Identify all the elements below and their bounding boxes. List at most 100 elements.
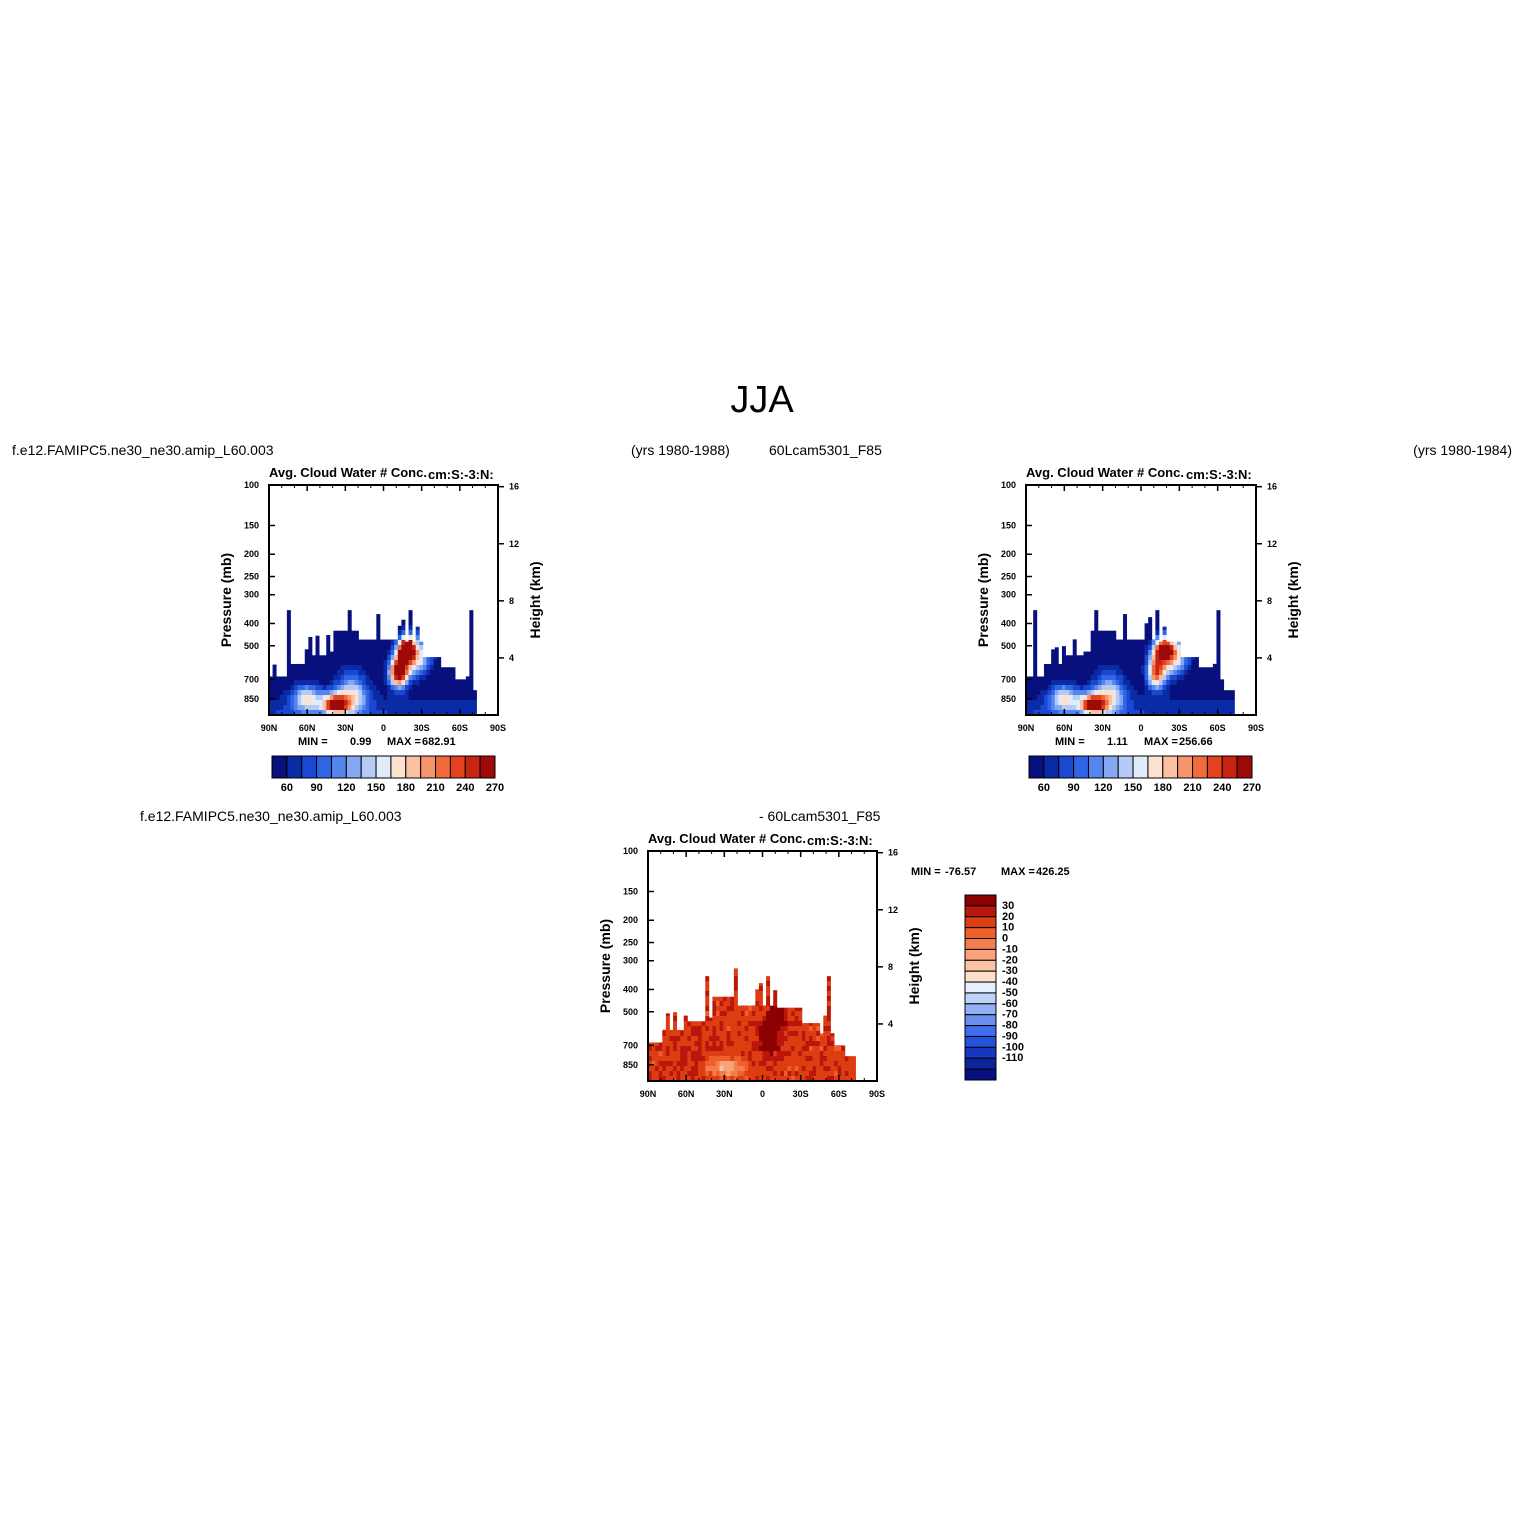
- field-cell: [733, 981, 738, 987]
- colorbar-box: [964, 992, 997, 1005]
- y-tick-label: 150: [244, 521, 259, 531]
- field-cell: [1097, 705, 1102, 711]
- field-cell: [362, 680, 367, 686]
- field-cell: [408, 655, 413, 661]
- field-cell: [1079, 660, 1084, 666]
- field-cell: [311, 695, 316, 701]
- field-cell: [347, 675, 352, 681]
- field-cell: [1155, 670, 1160, 676]
- field-cell: [1101, 685, 1106, 691]
- field-cell: [379, 670, 384, 676]
- field-cell: [462, 705, 467, 711]
- field-cell: [783, 1061, 788, 1067]
- field-cell: [1173, 685, 1178, 691]
- field-cell: [1151, 680, 1156, 686]
- field-cell: [362, 645, 367, 651]
- field-cell: [283, 705, 288, 711]
- field-cell: [730, 1011, 735, 1017]
- field-cell: [1112, 700, 1117, 706]
- field-cell: [430, 705, 434, 711]
- field-cell: [662, 1076, 667, 1082]
- field-cell: [1209, 685, 1214, 691]
- field-cell: [748, 1056, 753, 1062]
- field-cell: [705, 981, 710, 987]
- y-tick-label: 400: [623, 984, 638, 994]
- field-cell: [1090, 655, 1095, 661]
- field-cell: [1119, 710, 1124, 716]
- field-cell: [354, 640, 359, 646]
- field-cell: [419, 650, 424, 656]
- field-cell: [673, 1051, 678, 1057]
- field-cell: [336, 635, 341, 641]
- field-cell: [837, 1046, 842, 1052]
- field-cell: [766, 996, 771, 1002]
- field-cell: [458, 695, 463, 701]
- colorbar-box: [1147, 755, 1164, 779]
- field-cell: [1141, 670, 1145, 676]
- field-cell: [1047, 675, 1052, 681]
- field-cell: [404, 685, 409, 691]
- field-cell: [773, 1036, 778, 1042]
- field-cell: [780, 1007, 785, 1012]
- field-cell: [766, 1046, 771, 1052]
- field-cell: [1223, 710, 1228, 716]
- field-cell: [826, 976, 831, 982]
- field-cell: [1105, 675, 1110, 681]
- field-cell: [780, 1021, 785, 1027]
- field-cell: [662, 1051, 667, 1057]
- y-tick-label: 250: [1001, 572, 1016, 582]
- field-cell: [1072, 695, 1077, 701]
- x-tick-label: 30S: [414, 723, 430, 733]
- field-cell: [272, 680, 277, 686]
- field-cell: [1058, 695, 1063, 701]
- field-cell: [744, 1051, 749, 1057]
- field-cell: [1133, 695, 1138, 701]
- field-cell: [823, 1046, 828, 1052]
- field-cell: [719, 1076, 724, 1082]
- field-cell: [415, 700, 420, 706]
- field-cell: [726, 1061, 731, 1067]
- field-cell: [733, 986, 738, 992]
- field-cell: [415, 685, 420, 691]
- field-cell: [769, 1016, 774, 1022]
- field-cell: [773, 1026, 778, 1032]
- field-cell: [344, 645, 349, 651]
- field-cell: [1108, 675, 1113, 681]
- field-cell: [404, 675, 409, 681]
- field-cell: [673, 1066, 678, 1072]
- field-cell: [347, 640, 352, 646]
- field-cell: [1065, 700, 1070, 706]
- field-cell: [1194, 685, 1199, 691]
- field-cell: [798, 1016, 803, 1022]
- field-cell: [1036, 705, 1041, 711]
- field-cell: [1026, 705, 1030, 711]
- field-cell: [408, 710, 413, 716]
- colorbar-box: [271, 755, 288, 779]
- field-cell: [776, 1056, 781, 1062]
- field-cell: [1101, 640, 1106, 646]
- field-cell: [680, 1051, 685, 1057]
- field-cell: [1105, 660, 1110, 666]
- field-cell: [326, 685, 331, 691]
- colorbar-box: [964, 916, 997, 929]
- field-cell: [1036, 690, 1041, 696]
- field-cell: [823, 1051, 828, 1057]
- field-cell: [737, 1066, 742, 1072]
- field-cell: [294, 705, 299, 711]
- field-cell: [1123, 620, 1128, 626]
- field-cell: [1061, 675, 1066, 681]
- field-cell: [787, 1051, 792, 1057]
- field-cell: [1148, 705, 1153, 711]
- field-cell: [651, 1051, 656, 1057]
- field-cell: [387, 700, 392, 706]
- field-cell: [1130, 655, 1135, 661]
- field-cell: [812, 1036, 817, 1042]
- field-cell: [680, 1031, 685, 1037]
- field-cell: [383, 670, 388, 676]
- field-cell: [344, 695, 349, 701]
- field-cell: [780, 1036, 785, 1042]
- field-cell: [376, 705, 381, 711]
- field-cell: [733, 1076, 738, 1082]
- field-cell: [1094, 660, 1099, 666]
- field-cell: [1033, 640, 1038, 646]
